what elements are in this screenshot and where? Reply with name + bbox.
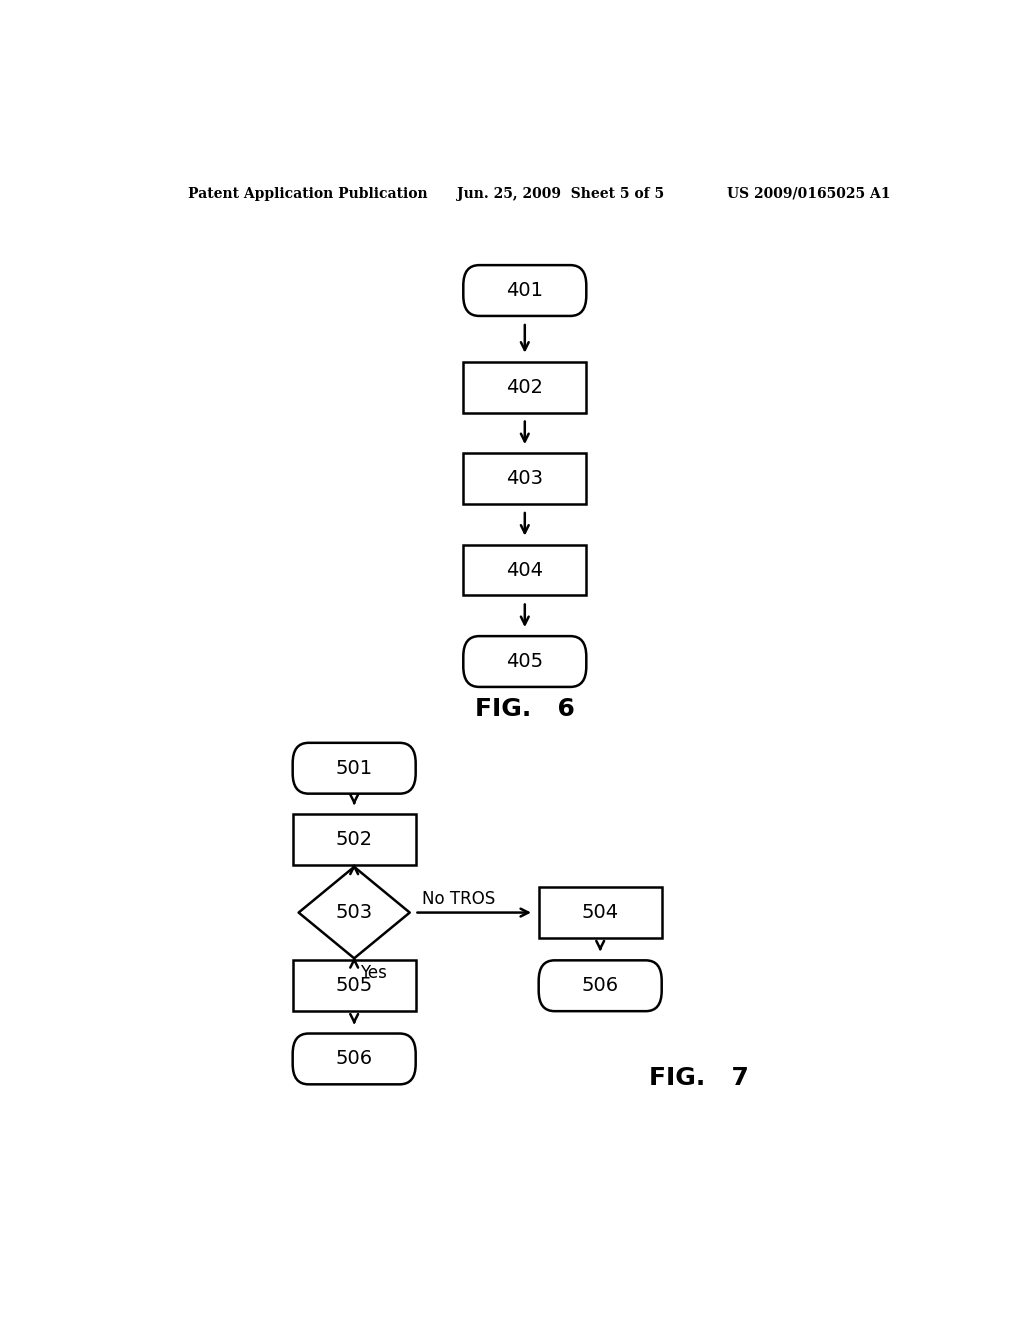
Text: 502: 502 bbox=[336, 830, 373, 849]
Text: FIG.   6: FIG. 6 bbox=[475, 697, 574, 721]
Text: 405: 405 bbox=[506, 652, 544, 671]
FancyBboxPatch shape bbox=[463, 636, 587, 686]
Text: US 2009/0165025 A1: US 2009/0165025 A1 bbox=[727, 187, 891, 201]
Bar bbox=[293, 961, 416, 1011]
Bar bbox=[463, 545, 587, 595]
FancyBboxPatch shape bbox=[293, 743, 416, 793]
Bar bbox=[463, 362, 587, 412]
Bar bbox=[293, 814, 416, 865]
FancyBboxPatch shape bbox=[463, 265, 587, 315]
Text: 401: 401 bbox=[506, 281, 544, 300]
FancyBboxPatch shape bbox=[293, 1034, 416, 1084]
Text: FIG.   7: FIG. 7 bbox=[649, 1067, 750, 1090]
Text: 503: 503 bbox=[336, 903, 373, 923]
Bar bbox=[463, 453, 587, 504]
Text: 504: 504 bbox=[582, 903, 618, 923]
FancyBboxPatch shape bbox=[539, 961, 662, 1011]
Text: 501: 501 bbox=[336, 759, 373, 777]
Text: 506: 506 bbox=[582, 977, 618, 995]
Text: Patent Application Publication: Patent Application Publication bbox=[187, 187, 427, 201]
Text: 402: 402 bbox=[506, 378, 544, 396]
Bar bbox=[539, 887, 662, 939]
Text: Yes: Yes bbox=[360, 965, 387, 982]
Text: 403: 403 bbox=[506, 469, 544, 488]
Text: No TROS: No TROS bbox=[422, 891, 495, 908]
Text: 505: 505 bbox=[336, 977, 373, 995]
Text: 506: 506 bbox=[336, 1049, 373, 1068]
Text: 404: 404 bbox=[506, 561, 544, 579]
Text: Jun. 25, 2009  Sheet 5 of 5: Jun. 25, 2009 Sheet 5 of 5 bbox=[458, 187, 665, 201]
